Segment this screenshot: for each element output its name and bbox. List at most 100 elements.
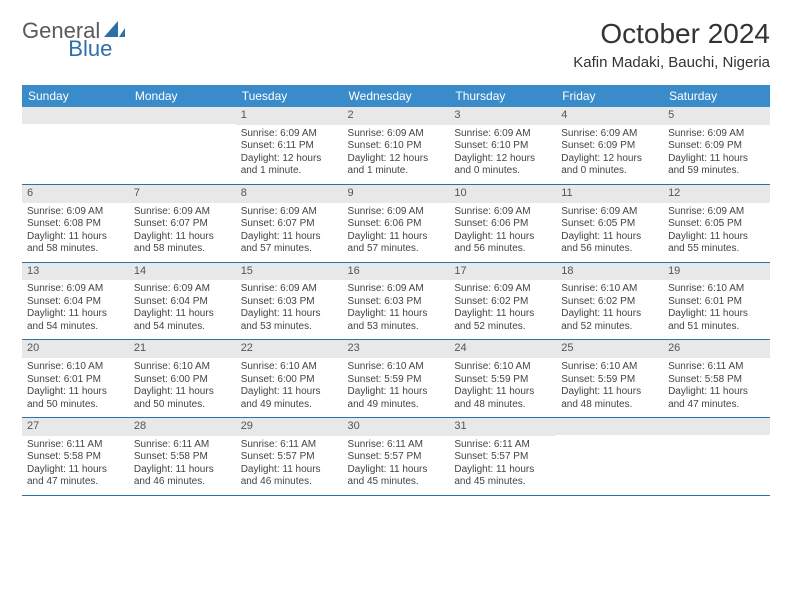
daylight-line: Daylight: 11 hours and 48 minutes.	[561, 386, 658, 411]
header: General Blue October 2024 Kafin Madaki, …	[22, 18, 770, 71]
daylight-line: Daylight: 11 hours and 45 minutes.	[348, 464, 445, 489]
sunrise-line: Sunrise: 6:09 AM	[348, 283, 445, 296]
calendar-week-row: 6Sunrise: 6:09 AMSunset: 6:08 PMDaylight…	[22, 184, 770, 262]
location-text: Kafin Madaki, Bauchi, Nigeria	[573, 54, 770, 71]
sunset-line: Sunset: 6:05 PM	[668, 218, 765, 231]
sunrise-line: Sunrise: 6:09 AM	[348, 128, 445, 141]
daylight-line: Daylight: 11 hours and 52 minutes.	[454, 308, 551, 333]
calendar-cell: 24Sunrise: 6:10 AMSunset: 5:59 PMDayligh…	[449, 340, 556, 418]
calendar-cell: 26Sunrise: 6:11 AMSunset: 5:58 PMDayligh…	[663, 340, 770, 418]
day-number: 19	[663, 263, 770, 281]
day-number: 15	[236, 263, 343, 281]
day-details: Sunrise: 6:09 AMSunset: 6:03 PMDaylight:…	[343, 280, 450, 339]
daylight-line: Daylight: 11 hours and 58 minutes.	[134, 231, 231, 256]
day-number: 5	[663, 107, 770, 125]
sunrise-line: Sunrise: 6:09 AM	[454, 283, 551, 296]
daylight-line: Daylight: 11 hours and 52 minutes.	[561, 308, 658, 333]
daylight-line: Daylight: 11 hours and 45 minutes.	[454, 464, 551, 489]
sunrise-line: Sunrise: 6:09 AM	[241, 283, 338, 296]
day-details: Sunrise: 6:10 AMSunset: 6:01 PMDaylight:…	[22, 358, 129, 417]
daylight-line: Daylight: 12 hours and 0 minutes.	[454, 153, 551, 178]
day-number-empty	[22, 107, 129, 124]
day-number: 2	[343, 107, 450, 125]
day-number: 7	[129, 185, 236, 203]
sunset-line: Sunset: 6:04 PM	[134, 296, 231, 309]
sunrise-line: Sunrise: 6:11 AM	[454, 439, 551, 452]
sunrise-line: Sunrise: 6:10 AM	[454, 361, 551, 374]
calendar-week-row: 1Sunrise: 6:09 AMSunset: 6:11 PMDaylight…	[22, 107, 770, 184]
day-details: Sunrise: 6:09 AMSunset: 6:09 PMDaylight:…	[663, 125, 770, 184]
sunrise-line: Sunrise: 6:09 AM	[241, 206, 338, 219]
day-details: Sunrise: 6:09 AMSunset: 6:10 PMDaylight:…	[343, 125, 450, 184]
sunset-line: Sunset: 6:00 PM	[241, 374, 338, 387]
weekday-header-row: SundayMondayTuesdayWednesdayThursdayFrid…	[22, 85, 770, 107]
calendar-cell	[129, 107, 236, 184]
day-number: 18	[556, 263, 663, 281]
daylight-line: Daylight: 11 hours and 49 minutes.	[241, 386, 338, 411]
daylight-line: Daylight: 11 hours and 47 minutes.	[668, 386, 765, 411]
calendar-cell: 23Sunrise: 6:10 AMSunset: 5:59 PMDayligh…	[343, 340, 450, 418]
sunrise-line: Sunrise: 6:09 AM	[27, 206, 124, 219]
calendar-cell: 5Sunrise: 6:09 AMSunset: 6:09 PMDaylight…	[663, 107, 770, 184]
daylight-line: Daylight: 12 hours and 0 minutes.	[561, 153, 658, 178]
day-details: Sunrise: 6:09 AMSunset: 6:04 PMDaylight:…	[129, 280, 236, 339]
calendar-table: SundayMondayTuesdayWednesdayThursdayFrid…	[22, 85, 770, 496]
daylight-line: Daylight: 11 hours and 50 minutes.	[134, 386, 231, 411]
day-details: Sunrise: 6:09 AMSunset: 6:10 PMDaylight:…	[449, 125, 556, 184]
calendar-cell	[556, 418, 663, 496]
daylight-line: Daylight: 12 hours and 1 minute.	[348, 153, 445, 178]
day-number-empty	[663, 418, 770, 435]
day-details: Sunrise: 6:09 AMSunset: 6:08 PMDaylight:…	[22, 203, 129, 262]
day-number: 25	[556, 340, 663, 358]
day-details: Sunrise: 6:10 AMSunset: 6:00 PMDaylight:…	[236, 358, 343, 417]
day-number-empty	[556, 418, 663, 435]
sunrise-line: Sunrise: 6:09 AM	[134, 206, 231, 219]
daylight-line: Daylight: 11 hours and 50 minutes.	[27, 386, 124, 411]
calendar-cell: 25Sunrise: 6:10 AMSunset: 5:59 PMDayligh…	[556, 340, 663, 418]
weekday-header: Saturday	[663, 85, 770, 107]
weekday-header: Thursday	[449, 85, 556, 107]
day-number: 13	[22, 263, 129, 281]
sunrise-line: Sunrise: 6:10 AM	[561, 283, 658, 296]
day-number: 27	[22, 418, 129, 436]
daylight-line: Daylight: 11 hours and 53 minutes.	[241, 308, 338, 333]
sunrise-line: Sunrise: 6:09 AM	[348, 206, 445, 219]
sunrise-line: Sunrise: 6:09 AM	[454, 128, 551, 141]
day-details: Sunrise: 6:10 AMSunset: 6:01 PMDaylight:…	[663, 280, 770, 339]
day-details: Sunrise: 6:09 AMSunset: 6:07 PMDaylight:…	[236, 203, 343, 262]
sunset-line: Sunset: 5:58 PM	[668, 374, 765, 387]
sunrise-line: Sunrise: 6:09 AM	[454, 206, 551, 219]
sunrise-line: Sunrise: 6:11 AM	[27, 439, 124, 452]
day-number: 22	[236, 340, 343, 358]
day-number: 6	[22, 185, 129, 203]
calendar-cell: 19Sunrise: 6:10 AMSunset: 6:01 PMDayligh…	[663, 262, 770, 340]
day-details: Sunrise: 6:10 AMSunset: 5:59 PMDaylight:…	[343, 358, 450, 417]
sunset-line: Sunset: 6:05 PM	[561, 218, 658, 231]
day-details: Sunrise: 6:09 AMSunset: 6:03 PMDaylight:…	[236, 280, 343, 339]
calendar-cell: 18Sunrise: 6:10 AMSunset: 6:02 PMDayligh…	[556, 262, 663, 340]
logo: General Blue	[22, 18, 174, 44]
calendar-week-row: 20Sunrise: 6:10 AMSunset: 6:01 PMDayligh…	[22, 340, 770, 418]
sunset-line: Sunset: 5:59 PM	[454, 374, 551, 387]
calendar-cell	[22, 107, 129, 184]
day-number-empty	[129, 107, 236, 124]
day-number: 29	[236, 418, 343, 436]
calendar-cell: 31Sunrise: 6:11 AMSunset: 5:57 PMDayligh…	[449, 418, 556, 496]
daylight-line: Daylight: 11 hours and 54 minutes.	[134, 308, 231, 333]
daylight-line: Daylight: 11 hours and 57 minutes.	[241, 231, 338, 256]
sunrise-line: Sunrise: 6:10 AM	[134, 361, 231, 374]
day-details: Sunrise: 6:09 AMSunset: 6:05 PMDaylight:…	[663, 203, 770, 262]
calendar-cell: 27Sunrise: 6:11 AMSunset: 5:58 PMDayligh…	[22, 418, 129, 496]
day-details: Sunrise: 6:09 AMSunset: 6:11 PMDaylight:…	[236, 125, 343, 184]
daylight-line: Daylight: 11 hours and 56 minutes.	[561, 231, 658, 256]
day-details: Sunrise: 6:10 AMSunset: 6:00 PMDaylight:…	[129, 358, 236, 417]
sunset-line: Sunset: 5:58 PM	[134, 451, 231, 464]
sunrise-line: Sunrise: 6:09 AM	[561, 206, 658, 219]
weekday-header: Friday	[556, 85, 663, 107]
calendar-cell: 11Sunrise: 6:09 AMSunset: 6:05 PMDayligh…	[556, 184, 663, 262]
logo-text-2: Blue	[68, 36, 112, 62]
sunset-line: Sunset: 6:07 PM	[241, 218, 338, 231]
calendar-cell: 29Sunrise: 6:11 AMSunset: 5:57 PMDayligh…	[236, 418, 343, 496]
daylight-line: Daylight: 11 hours and 46 minutes.	[134, 464, 231, 489]
calendar-cell: 15Sunrise: 6:09 AMSunset: 6:03 PMDayligh…	[236, 262, 343, 340]
